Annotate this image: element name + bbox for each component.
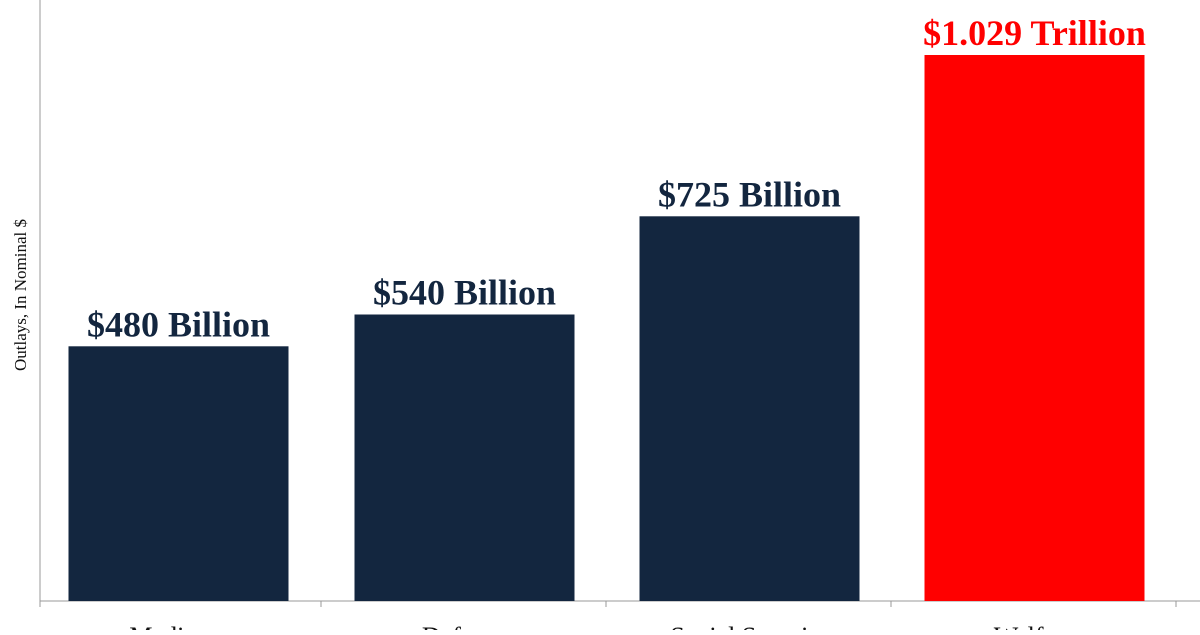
y-axis-title: Outlays, In Nominal $ bbox=[11, 219, 30, 371]
x-axis-ticks bbox=[39, 601, 1177, 607]
category-tick-label: Defense bbox=[422, 622, 507, 630]
bars bbox=[68, 55, 1145, 602]
category-labels: Medicare Defense Social Security Welfare bbox=[129, 622, 1076, 635]
bar bbox=[639, 216, 860, 602]
bar bbox=[924, 55, 1145, 601]
bar-value-label: $725 Billion bbox=[658, 174, 841, 214]
category-tick-label: Medicare bbox=[129, 622, 227, 630]
category-tick-label: Welfare bbox=[994, 622, 1076, 630]
bar-value-label: $1.029 Trillion bbox=[923, 13, 1146, 53]
bar-value-label: $480 Billion bbox=[87, 304, 270, 344]
data-labels: $480 Billion $540 Billion $725 Billion $1.0… bbox=[87, 13, 1146, 344]
bar bbox=[354, 314, 575, 601]
bar bbox=[68, 346, 289, 601]
bar-value-label: $540 Billion bbox=[373, 273, 556, 313]
category-tick-label: Social Security bbox=[670, 622, 828, 630]
